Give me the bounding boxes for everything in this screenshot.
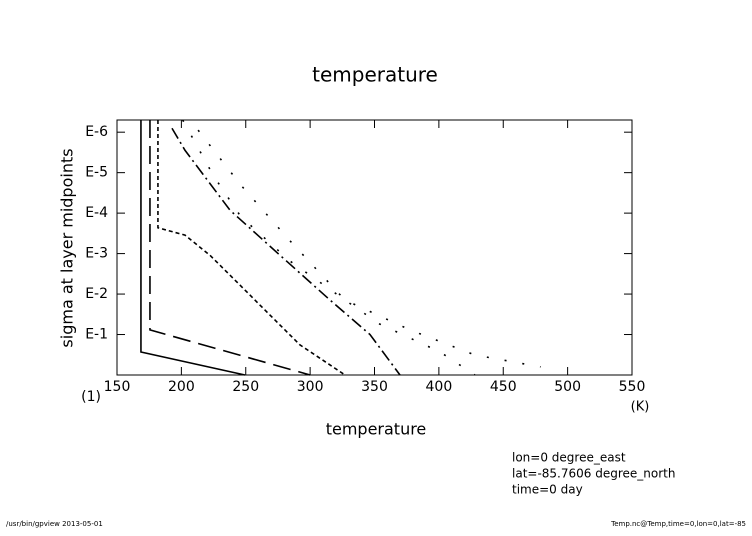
footer: /usr/bin/gpview 2013-05-01 [6,520,103,528]
x-tick-label: 200 [168,379,195,395]
y-axis-label: sigma at layer midpoints [58,148,77,347]
line [149,120,311,376]
annotation: time=0 day [512,483,583,497]
plot-frame [116,119,633,376]
y-tick-label: E-4 [85,205,108,221]
line [140,120,246,376]
x-tick-label: 500 [554,379,581,395]
annotation: lon=0 degree_east [512,451,626,465]
x-axis-label: temperature [326,420,427,439]
line [157,120,346,376]
y-tick-label: E-2 [85,286,108,302]
y-tick-label: E-5 [85,165,108,181]
x-tick-label: 300 [297,379,324,395]
x-tick-label: 550 [619,379,646,395]
chart-title: temperature [312,63,438,87]
x-tick-label: 250 [232,379,259,395]
x-tick-label: 450 [490,379,517,395]
line [171,127,401,376]
x-tick-label: 150 [104,379,131,395]
x-unit: (K) [631,400,650,415]
footer: Temp.nc@Temp,time=0,lon=0,lat=-85 [610,520,746,528]
y-tick-label: E-6 [85,124,108,140]
line [181,119,476,376]
annotation: lat=-85.7606 degree_north [512,467,675,481]
y-tick-label: (1) [81,389,101,405]
x-tick-label: 400 [426,379,453,395]
y-tick-label: E-3 [85,246,108,262]
y-tick-label: E-1 [85,327,108,343]
x-tick-label: 350 [361,379,388,395]
line [197,129,541,368]
